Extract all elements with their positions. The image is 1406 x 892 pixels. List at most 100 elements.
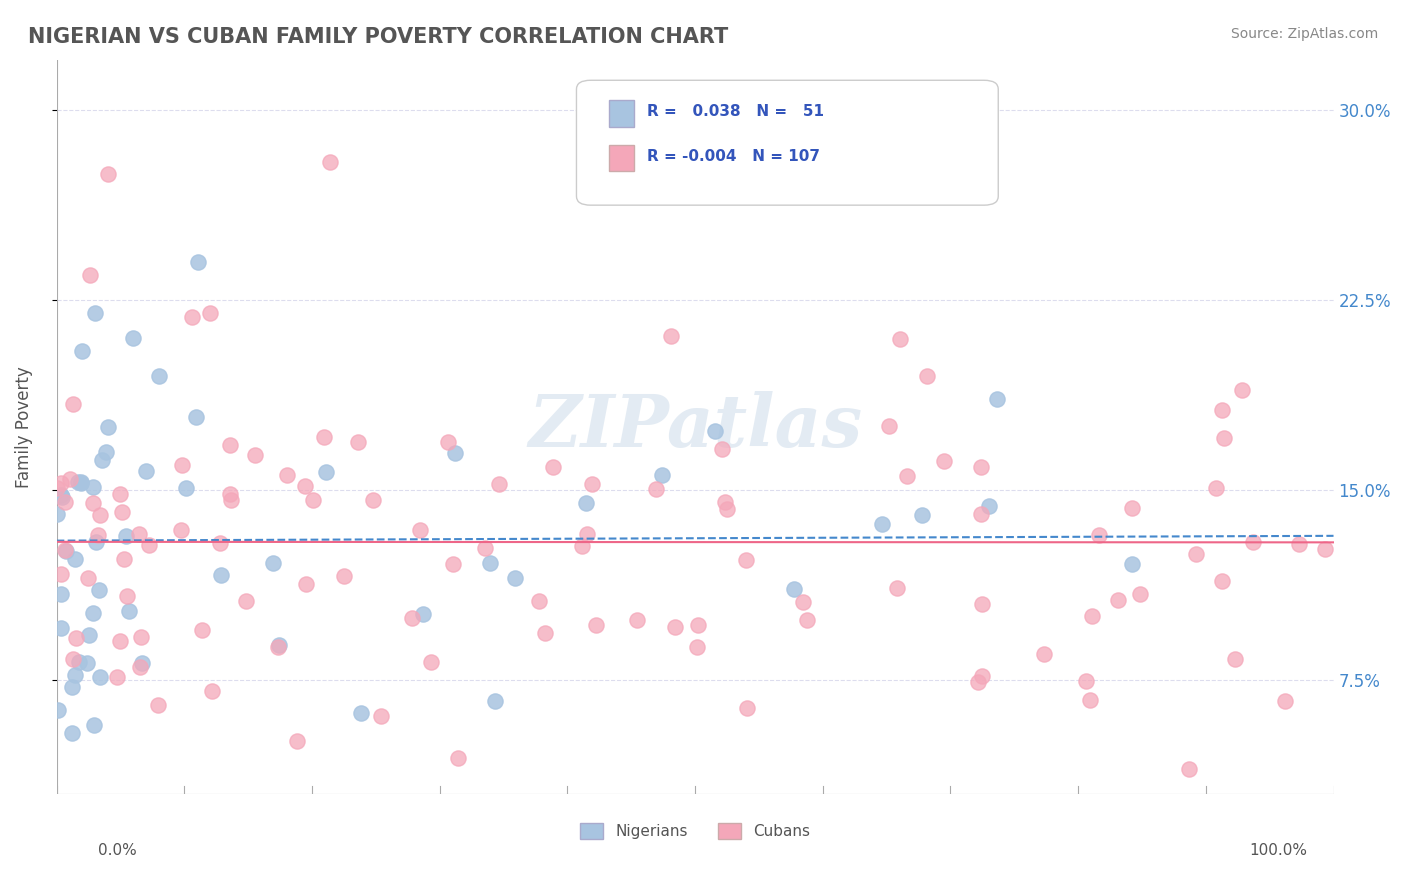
Cubans xyxy=(713,495,735,509)
Cubans xyxy=(889,332,911,346)
Nigerians xyxy=(184,409,207,424)
Nigerians xyxy=(49,621,72,635)
Cubans xyxy=(932,454,955,468)
Cubans xyxy=(1223,652,1246,666)
Cubans xyxy=(534,626,557,640)
Legend: Nigerians, Cubans: Nigerians, Cubans xyxy=(574,817,817,845)
Cubans xyxy=(664,620,686,634)
Nigerians xyxy=(187,255,209,269)
Cubans xyxy=(51,566,73,581)
Cubans xyxy=(1033,647,1056,661)
Nigerians xyxy=(118,604,141,618)
Cubans xyxy=(735,700,758,714)
Cubans xyxy=(294,577,316,591)
Cubans xyxy=(420,655,443,669)
Nigerians xyxy=(122,331,145,345)
Cubans xyxy=(97,167,120,181)
Cubans xyxy=(276,467,298,482)
Cubans xyxy=(1213,431,1236,445)
Cubans xyxy=(645,482,668,496)
Nigerians xyxy=(60,680,83,694)
Nigerians xyxy=(1121,557,1143,571)
Cubans xyxy=(659,329,682,343)
Cubans xyxy=(886,581,908,595)
Cubans xyxy=(110,633,132,648)
Nigerians xyxy=(131,657,153,671)
Cubans xyxy=(1274,694,1296,708)
Nigerians xyxy=(46,703,69,717)
Text: 0.0%: 0.0% xyxy=(98,843,138,858)
Nigerians xyxy=(63,552,86,566)
Cubans xyxy=(208,536,231,550)
Nigerians xyxy=(97,419,120,434)
Cubans xyxy=(970,459,993,474)
Cubans xyxy=(79,268,101,283)
Cubans xyxy=(972,669,994,683)
Cubans xyxy=(108,487,131,501)
Cubans xyxy=(1211,574,1233,588)
Nigerians xyxy=(870,517,893,532)
Text: ZIPatlas: ZIPatlas xyxy=(529,392,862,462)
Cubans xyxy=(190,623,212,637)
Cubans xyxy=(267,640,290,654)
Cubans xyxy=(87,528,110,542)
Cubans xyxy=(128,526,150,541)
Cubans xyxy=(170,523,193,537)
Nigerians xyxy=(315,465,337,479)
Cubans xyxy=(219,492,242,507)
Cubans xyxy=(877,418,900,433)
Text: R =   0.038   N =   51: R = 0.038 N = 51 xyxy=(647,104,824,119)
Cubans xyxy=(409,524,432,538)
Cubans xyxy=(65,631,87,645)
Cubans xyxy=(1184,547,1206,561)
Nigerians xyxy=(575,495,598,509)
Cubans xyxy=(967,675,990,690)
Cubans xyxy=(312,430,335,444)
Cubans xyxy=(541,459,564,474)
Nigerians xyxy=(269,638,291,652)
Nigerians xyxy=(94,445,117,459)
Cubans xyxy=(287,734,309,748)
Cubans xyxy=(347,435,370,450)
Nigerians xyxy=(84,306,107,320)
Text: 100.0%: 100.0% xyxy=(1250,843,1308,858)
Cubans xyxy=(333,569,356,583)
Nigerians xyxy=(479,556,502,570)
Cubans xyxy=(581,476,603,491)
Cubans xyxy=(112,551,135,566)
Cubans xyxy=(896,468,918,483)
Cubans xyxy=(319,154,342,169)
Cubans xyxy=(474,541,496,555)
Nigerians xyxy=(349,706,371,721)
Nigerians xyxy=(65,668,87,682)
Cubans xyxy=(735,552,758,566)
Nigerians xyxy=(262,556,284,570)
Cubans xyxy=(441,557,464,571)
Cubans xyxy=(235,594,257,608)
Cubans xyxy=(107,670,129,684)
Nigerians xyxy=(209,567,232,582)
Cubans xyxy=(128,660,150,674)
Cubans xyxy=(49,475,72,490)
Cubans xyxy=(792,595,814,609)
Nigerians xyxy=(82,480,104,494)
Cubans xyxy=(686,640,709,655)
Nigerians xyxy=(49,488,72,502)
Nigerians xyxy=(60,726,83,740)
Nigerians xyxy=(412,607,434,621)
Nigerians xyxy=(783,582,806,596)
Text: R = -0.004   N = 107: R = -0.004 N = 107 xyxy=(647,149,820,163)
Cubans xyxy=(89,508,111,522)
Cubans xyxy=(626,613,648,627)
Cubans xyxy=(716,501,738,516)
Nigerians xyxy=(46,508,69,522)
Nigerians xyxy=(84,534,107,549)
Cubans xyxy=(1205,482,1227,496)
Nigerians xyxy=(67,655,90,669)
Nigerians xyxy=(91,453,114,467)
Cubans xyxy=(361,493,384,508)
Cubans xyxy=(58,472,80,486)
Cubans xyxy=(1241,535,1264,549)
Cubans xyxy=(294,479,316,493)
Nigerians xyxy=(51,587,73,601)
